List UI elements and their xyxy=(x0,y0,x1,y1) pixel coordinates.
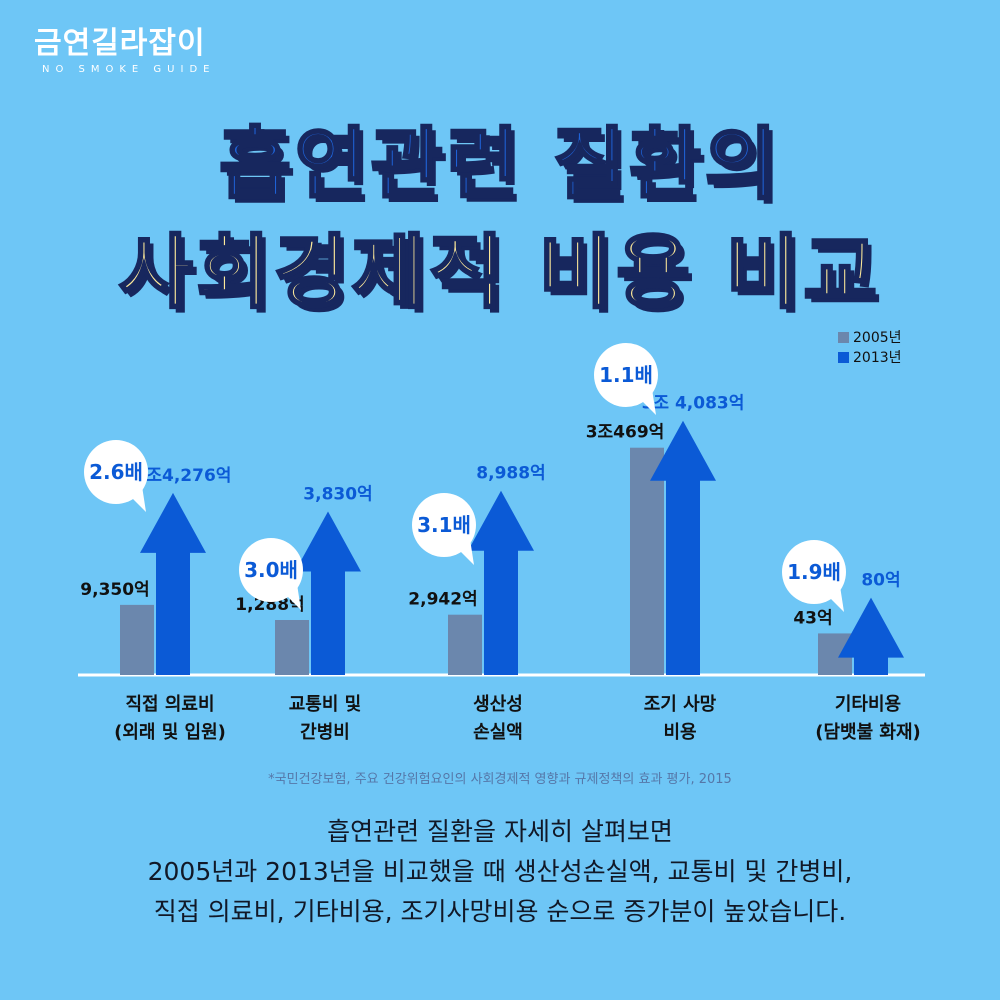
bubble-circle-2 xyxy=(412,493,476,557)
logo-main-text: 금연길라잡이 xyxy=(34,26,206,61)
multiplier-label-2: 3.1배 xyxy=(417,513,471,537)
bar-2005-0 xyxy=(120,604,154,675)
category-label-2-line2: 손실액 xyxy=(473,722,523,743)
bubble-circle-3 xyxy=(594,343,658,407)
multiplier-label-1: 3.0배 xyxy=(244,558,298,582)
value-label-2005-0: 9,350억 xyxy=(80,580,149,600)
value-label-2013-4: 80억 xyxy=(861,571,900,591)
bar-2005-2 xyxy=(448,614,482,675)
logo-sub-text: NO SMOKE GUIDE xyxy=(42,64,216,75)
value-label-2005-4: 43억 xyxy=(793,608,832,628)
legend-label-2013: 2013년 xyxy=(853,350,902,366)
description-line-1: 흡연관련 질환을 자세히 살펴보면 xyxy=(327,817,673,846)
category-label-3-line2: 비용 xyxy=(663,722,696,743)
category-label-2-line1: 생산성 xyxy=(473,694,523,715)
multiplier-label-4: 1.9배 xyxy=(787,560,841,584)
category-label-4-line1: 기타비용 xyxy=(835,694,901,715)
bubble-circle-0 xyxy=(84,440,148,504)
category-label-4-line2: (담뱃불 화재) xyxy=(815,722,921,743)
multiplier-bubble-2: 3.1배 xyxy=(412,493,476,565)
value-label-2005-3: 3조469억 xyxy=(586,423,665,443)
legend-swatch-2005 xyxy=(838,332,849,343)
multiplier-bubble-4: 1.9배 xyxy=(782,540,846,612)
category-label-0-line2: (외래 및 입원) xyxy=(114,721,226,743)
bubble-circle-1 xyxy=(239,538,303,602)
legend-swatch-2013 xyxy=(838,352,849,363)
bar-2005-3 xyxy=(630,447,664,675)
bubble-tail-0 xyxy=(130,486,146,512)
value-label-2013-0: 2조4,276억 xyxy=(135,466,232,486)
arrow-2013-3 xyxy=(650,420,716,675)
chart-legend: 2005년 2013년 xyxy=(838,330,902,366)
category-label-1-line1: 교통비 및 xyxy=(289,694,362,715)
arrow-2013-1 xyxy=(295,511,361,675)
title-line-2: 사회경제적 비용 비교 xyxy=(117,225,882,321)
multiplier-label-3: 1.1배 xyxy=(599,363,653,387)
arrow-2013-2 xyxy=(468,490,534,675)
bar-2005-1 xyxy=(275,620,309,675)
category-label-1-line2: 간병비 xyxy=(300,722,350,743)
value-label-2013-1: 3,830억 xyxy=(303,484,372,504)
value-label-2013-2: 8,988억 xyxy=(476,464,545,484)
value-label-2005-1: 1,288억 xyxy=(235,595,304,615)
bubble-tail-4 xyxy=(828,586,844,612)
legend-label-2005: 2005년 xyxy=(853,330,902,346)
source-note: *국민건강보험, 주요 건강위험요인의 사회경제적 영향과 규제정책의 효과 평… xyxy=(268,772,732,787)
description-line-2: 2005년과 2013년을 비교했을 때 생산성손실액, 교통비 및 간병비, xyxy=(147,857,853,886)
value-label-2005-2: 2,942억 xyxy=(408,590,477,610)
logo: 금연길라잡이 NO SMOKE GUIDE xyxy=(34,26,215,75)
bubble-tail-2 xyxy=(458,539,474,565)
bubble-tail-1 xyxy=(285,584,301,610)
arrow-2013-4 xyxy=(838,597,904,675)
bubble-circle-4 xyxy=(782,540,846,604)
multiplier-bubble-1: 3.0배 xyxy=(239,538,303,610)
description: 흡연관련 질환을 자세히 살펴보면 2005년과 2013년을 비교했을 때 생… xyxy=(0,812,1000,932)
bubble-tail-3 xyxy=(640,389,656,415)
value-label-2013-3: 3조 4,083억 xyxy=(642,394,745,414)
multiplier-label-0: 2.6배 xyxy=(89,460,143,484)
multiplier-bubble-3: 1.1배 xyxy=(594,343,658,415)
description-line-3: 직접 의료비, 기타비용, 조기사망비용 순으로 증가분이 높았습니다. xyxy=(153,897,847,926)
multiplier-bubble-0: 2.6배 xyxy=(84,440,148,512)
category-label-0-line1: 직접 의료비 xyxy=(125,694,214,715)
arrow-2013-0 xyxy=(140,492,206,675)
category-label-3-line1: 조기 사망 xyxy=(644,694,717,715)
title-line-1: 흡연관련 질환의 xyxy=(218,119,781,212)
